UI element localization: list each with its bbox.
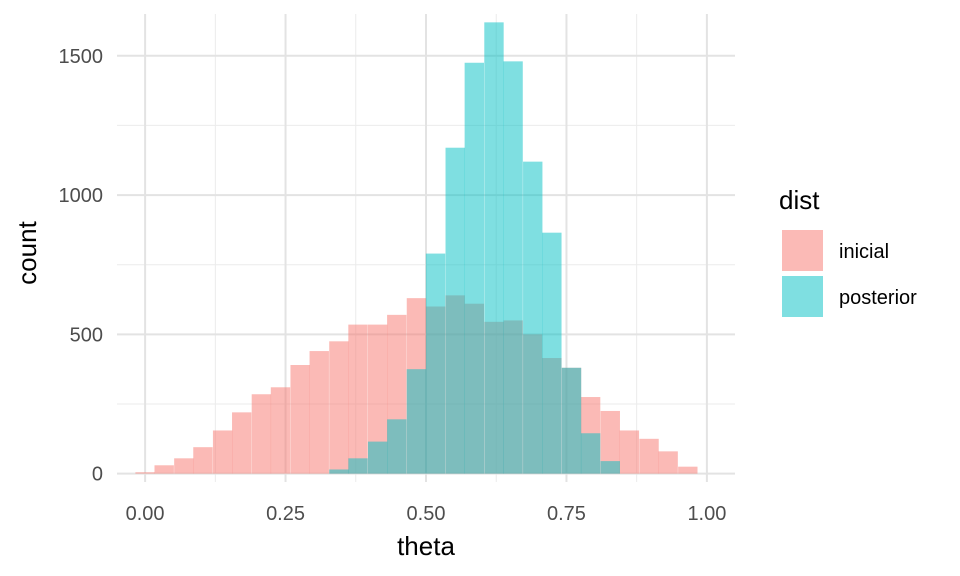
histogram-bar-inicial bbox=[212, 430, 233, 474]
y-tick-label: 1500 bbox=[59, 46, 104, 68]
histogram-bar-inicial bbox=[232, 412, 252, 474]
histogram-bar-inicial bbox=[193, 447, 213, 474]
histogram-bar-inicial bbox=[135, 472, 155, 474]
histogram-bar-posterior bbox=[561, 367, 582, 474]
legend-title: dist bbox=[779, 185, 820, 215]
histogram-bar-inicial bbox=[367, 324, 388, 474]
x-tick-label: 0.25 bbox=[266, 503, 305, 525]
histogram-bar-inicial bbox=[270, 387, 291, 474]
histogram-bar-inicial bbox=[174, 458, 194, 474]
histogram-bar-inicial bbox=[154, 465, 174, 474]
y-axis-title: count bbox=[12, 220, 42, 284]
y-tick-label: 500 bbox=[70, 324, 103, 346]
histogram-bar-posterior bbox=[348, 458, 368, 474]
histogram-bar-posterior bbox=[600, 461, 620, 474]
histogram-bar-inicial bbox=[600, 410, 620, 474]
x-tick-label: 0.00 bbox=[126, 503, 165, 525]
histogram-bar-posterior bbox=[464, 62, 485, 474]
histogram-bar-posterior bbox=[580, 433, 601, 474]
histogram-bar-inicial bbox=[309, 351, 329, 474]
histogram-bar-posterior bbox=[329, 469, 349, 474]
histogram-bar-posterior bbox=[387, 419, 407, 474]
legend-label-posterior: posterior bbox=[839, 287, 917, 309]
histogram-bar-posterior bbox=[542, 232, 562, 474]
histogram-bar-inicial bbox=[348, 324, 368, 474]
y-axis-ticks: 0 500 1000 1500 bbox=[59, 46, 104, 486]
histogram-bar-posterior bbox=[425, 253, 446, 474]
histogram-bar-posterior bbox=[484, 22, 504, 474]
x-tick-label: 0.50 bbox=[407, 503, 446, 525]
x-tick-label: 1.00 bbox=[687, 503, 726, 525]
y-tick-label: 0 bbox=[92, 464, 103, 486]
legend: dist inicial posterior bbox=[779, 185, 917, 317]
legend-label-inicial: inicial bbox=[839, 241, 889, 263]
legend-key-posterior bbox=[782, 276, 823, 317]
histogram-bar-inicial bbox=[639, 438, 659, 474]
x-axis-title: theta bbox=[397, 531, 455, 561]
x-tick-label: 0.75 bbox=[547, 503, 586, 525]
histogram-bar-inicial bbox=[678, 466, 698, 474]
histogram-bar-inicial bbox=[290, 365, 310, 474]
histogram-bar-inicial bbox=[619, 430, 640, 474]
histogram-bar-posterior bbox=[503, 61, 523, 474]
y-tick-label: 1000 bbox=[59, 185, 104, 207]
histogram-bar-inicial bbox=[329, 341, 349, 474]
series-posterior-bars bbox=[329, 22, 620, 474]
x-axis-ticks: 0.00 0.25 0.50 0.75 1.00 bbox=[126, 503, 727, 525]
histogram-bar-posterior bbox=[523, 161, 543, 474]
histogram-bar-inicial bbox=[658, 451, 678, 474]
legend-key-inicial bbox=[782, 230, 823, 271]
histogram-bar-inicial bbox=[251, 394, 272, 474]
histogram-bar-posterior bbox=[406, 369, 427, 474]
histogram-bar-posterior bbox=[445, 147, 465, 474]
histogram-bar-posterior bbox=[367, 441, 388, 474]
